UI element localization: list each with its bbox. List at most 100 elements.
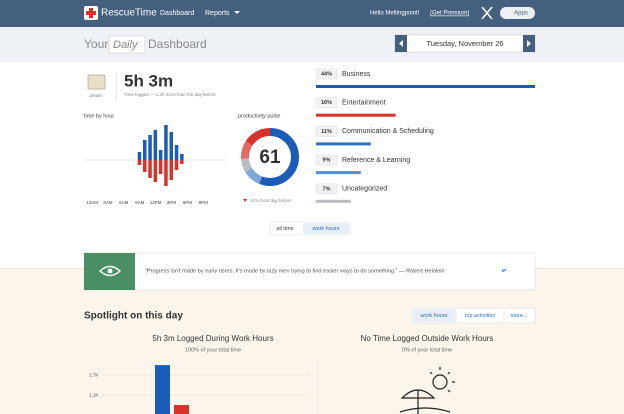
pulse-ring bbox=[241, 128, 299, 186]
percent-box bbox=[315, 183, 338, 195]
category-name: Business bbox=[342, 71, 371, 78]
category-bar bbox=[316, 113, 396, 117]
y-tick-label: 1.1h bbox=[89, 392, 98, 397]
details-icon[interactable] bbox=[87, 74, 106, 90]
tab[interactable]: top activities bbox=[465, 313, 496, 319]
category-bar bbox=[316, 85, 535, 88]
hour-label: 6PM bbox=[183, 200, 193, 205]
total-note: Time logged — 1.2h more than the day bef… bbox=[124, 92, 216, 97]
nav-link[interactable]: Reports bbox=[205, 10, 230, 17]
distracting-bar bbox=[153, 160, 158, 182]
tab-active bbox=[413, 309, 455, 322]
percent: 44% bbox=[321, 71, 332, 77]
toggle-option[interactable]: all time bbox=[276, 226, 293, 232]
toggle-active bbox=[303, 223, 349, 234]
pulse-label: productivity pulse bbox=[238, 113, 281, 119]
category-name: Entertainment bbox=[342, 100, 386, 107]
productive-bar bbox=[143, 140, 147, 160]
pulse-ring bbox=[241, 128, 299, 186]
sun-rays bbox=[429, 367, 455, 393]
productive-bar bbox=[180, 154, 184, 160]
apps-button[interactable] bbox=[500, 7, 535, 19]
pulse-change: 12% from day before bbox=[250, 198, 292, 203]
panel-title: No Time Logged Outside Work Hours bbox=[361, 334, 494, 343]
umbrella bbox=[399, 389, 451, 414]
logo-cross bbox=[86, 11, 96, 15]
pulse-donut bbox=[241, 128, 299, 186]
tools-icon[interactable] bbox=[481, 6, 493, 20]
productive-bar bbox=[137, 152, 142, 160]
percent: 9% bbox=[323, 158, 331, 164]
hour-label: 9PM bbox=[199, 200, 209, 205]
hour-label: 12PM bbox=[150, 200, 162, 205]
distracting-bar bbox=[143, 160, 147, 172]
productive-bar bbox=[153, 130, 158, 160]
date: Tuesday, November 26 bbox=[426, 39, 503, 48]
change-arrow bbox=[243, 199, 247, 202]
category-bar bbox=[316, 171, 361, 175]
productive-bar bbox=[169, 132, 173, 160]
category-name: Reference & Learning bbox=[342, 157, 410, 164]
percent-box bbox=[315, 68, 338, 80]
logo-text[interactable]: RescueTime bbox=[101, 8, 157, 19]
pulse-score: 61 bbox=[259, 147, 281, 168]
productive-bar bbox=[148, 135, 152, 160]
panel-subtitle: 100% of your total time bbox=[185, 347, 241, 353]
eye-pupil bbox=[107, 268, 113, 274]
period-select[interactable] bbox=[108, 35, 146, 54]
sun bbox=[432, 374, 448, 390]
productive-bar bbox=[164, 125, 168, 160]
tab[interactable]: more... bbox=[510, 313, 528, 319]
title-suffix: Dashboard bbox=[148, 37, 207, 51]
distracting-bar bbox=[137, 160, 142, 165]
tab[interactable]: work hours bbox=[420, 313, 448, 319]
percent: 16% bbox=[321, 100, 332, 106]
chart-label: time by hour bbox=[84, 113, 114, 119]
category-name: Communication & Scheduling bbox=[342, 128, 434, 135]
distracting-bar bbox=[180, 160, 184, 164]
category-name: Uncategorized bbox=[342, 186, 387, 193]
premium-link[interactable]: (Get Premium) bbox=[430, 11, 469, 17]
hour-label: 9AM bbox=[135, 200, 145, 205]
total-time: 5h 3m bbox=[124, 71, 173, 90]
panel-title: 5h 3m Logged During Work Hours bbox=[152, 334, 273, 343]
panel-subtitle: 0% of your total time bbox=[402, 347, 452, 353]
spotlight-bar bbox=[174, 405, 189, 414]
greeting: Hello Meltingpoint! bbox=[370, 11, 420, 17]
distracting-bar bbox=[148, 160, 152, 178]
apps-label[interactable]: Apps bbox=[514, 11, 528, 17]
nav-link[interactable]: Dashboard bbox=[160, 10, 194, 17]
distracting-bar bbox=[164, 160, 168, 186]
dropdown-caret bbox=[234, 11, 240, 14]
beach-illustration bbox=[399, 367, 455, 414]
eye-icon bbox=[98, 265, 122, 277]
title-prefix: Your bbox=[84, 37, 108, 51]
productive-bar bbox=[158, 150, 163, 160]
category-bar bbox=[316, 199, 351, 203]
distracting-bar bbox=[174, 160, 179, 170]
percent-box bbox=[315, 97, 338, 108]
percent-box bbox=[315, 154, 338, 166]
details-link[interactable]: details bbox=[89, 93, 103, 98]
quote: “Progress isn't made by early risers. It… bbox=[145, 268, 445, 274]
y-tick-label: 1.7h bbox=[89, 372, 98, 377]
hour-label: 3AM bbox=[103, 200, 113, 205]
distracting-bar bbox=[169, 160, 173, 180]
category-bar bbox=[316, 142, 371, 146]
percent: 7% bbox=[323, 186, 331, 192]
hour-label: 3PM bbox=[167, 200, 177, 205]
productive-bar bbox=[174, 145, 179, 160]
period[interactable]: Daily bbox=[113, 39, 139, 51]
percent-box bbox=[315, 126, 338, 137]
distracting-bar bbox=[158, 160, 163, 174]
tweet-icon[interactable] bbox=[502, 268, 507, 272]
hour-label: 6AM bbox=[119, 200, 129, 205]
hour-label: 12AM bbox=[86, 200, 98, 205]
spotlight-title: Spotlight on this day bbox=[84, 311, 183, 322]
spotlight-bar bbox=[155, 365, 170, 414]
divider bbox=[116, 72, 117, 100]
toggle-option[interactable]: work hours bbox=[312, 226, 340, 232]
percent: 11% bbox=[321, 129, 332, 135]
